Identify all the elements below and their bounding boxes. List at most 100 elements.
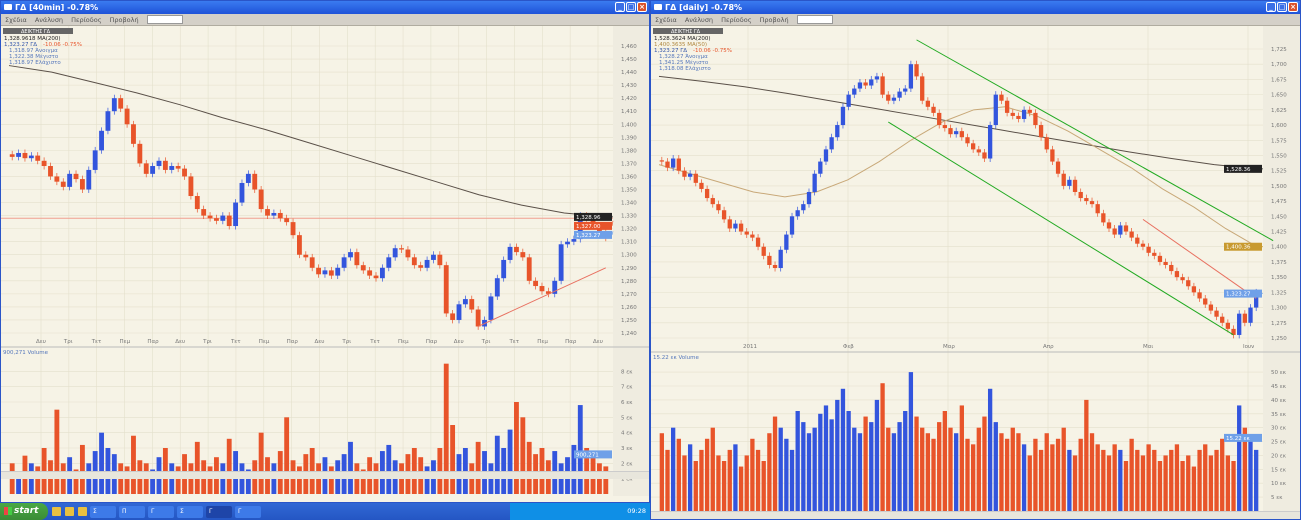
- candle-body: [520, 252, 526, 258]
- candle-body: [1095, 204, 1100, 214]
- candle-body: [903, 88, 908, 92]
- price-tick-label: 1,390: [621, 135, 637, 141]
- menu-period[interactable]: Περίοδος: [721, 15, 752, 24]
- volume-bar: [767, 433, 772, 511]
- candle-body: [1118, 225, 1123, 235]
- menu-period[interactable]: Περίοδος: [71, 15, 102, 24]
- time-axis-label: Τρι: [63, 339, 73, 345]
- candle-body: [1101, 213, 1106, 223]
- candle-body: [156, 160, 162, 167]
- minimize-button[interactable]: _: [1266, 2, 1276, 12]
- volume-bar: [999, 433, 1004, 511]
- volume-bar: [789, 449, 795, 511]
- candle-body: [526, 257, 532, 281]
- right-horizontal-scrollbar[interactable]: [651, 511, 1300, 519]
- volume-bar: [494, 435, 500, 494]
- volume-bar: [1033, 438, 1038, 511]
- volume-tick-label: 8 εκ: [621, 369, 633, 375]
- price-tick-label: 1,650: [1271, 93, 1287, 99]
- quicklaunch-icon[interactable]: [78, 507, 87, 516]
- price-tick-label: 1,400: [1271, 245, 1287, 251]
- legend-entry: 1,323.27 ΓΔ: [654, 48, 687, 54]
- volume-bar: [1180, 461, 1185, 511]
- time-axis-label: Δευ: [593, 339, 603, 345]
- candle-body: [1044, 137, 1049, 150]
- volume-bar: [1095, 444, 1100, 511]
- candle-body: [761, 246, 766, 256]
- volume-tick-label: 4 εκ: [621, 431, 633, 437]
- close-button[interactable]: ×: [1288, 2, 1298, 12]
- taskbar-item[interactable]: Σ: [177, 505, 203, 518]
- candle-body: [1010, 112, 1015, 116]
- menu-view[interactable]: Προβολή: [759, 15, 789, 24]
- legend-header: ΔΕΙΚΤΗΣ ΓΔ: [671, 29, 701, 35]
- symbol-search-input[interactable]: [796, 15, 833, 24]
- candle-body: [386, 257, 392, 268]
- volume-bar: [150, 469, 156, 494]
- taskbar-item[interactable]: Σ: [90, 505, 116, 518]
- legend-entry: 1,318.08 Ελάχιστο: [659, 65, 711, 72]
- candle-body: [309, 257, 315, 268]
- menu-analysis[interactable]: Ανάλυση: [34, 15, 64, 24]
- volume-tick-label: 25 εκ: [1271, 440, 1287, 446]
- candle-body: [1152, 252, 1157, 256]
- menu-view[interactable]: Προβολή: [109, 15, 139, 24]
- start-button[interactable]: start: [0, 503, 48, 520]
- volume-bar: [1203, 444, 1208, 511]
- candle-body: [175, 166, 181, 169]
- volume-bar: [925, 433, 931, 511]
- left-horizontal-scrollbar[interactable]: [1, 471, 649, 479]
- volume-bar: [993, 422, 998, 511]
- candle-body: [914, 64, 919, 77]
- time-axis-label: Δευ: [454, 339, 464, 345]
- volume-bar: [1084, 399, 1089, 511]
- volume-bar: [965, 438, 970, 511]
- candle-body: [925, 100, 931, 107]
- volume-bar: [1129, 438, 1134, 511]
- time-axis-label: Παρ: [147, 339, 159, 345]
- candle-body: [405, 249, 411, 258]
- volume-bar: [806, 433, 812, 511]
- candle-body: [1004, 100, 1010, 113]
- symbol-search-input[interactable]: [146, 15, 183, 24]
- menu-drawings[interactable]: Σχέδια: [5, 15, 27, 24]
- candle-body: [1231, 328, 1236, 335]
- maximize-button[interactable]: □: [626, 2, 636, 12]
- volume-tick-label: 10 εκ: [1271, 481, 1287, 487]
- menu-analysis[interactable]: Ανάλυση: [684, 15, 714, 24]
- minimize-button[interactable]: _: [615, 2, 625, 12]
- right-chart[interactable]: 1,725 1,700 1,675 1,650 1,625 1,600 1,575 1,550…: [651, 26, 1301, 513]
- volume-bar: [1248, 438, 1253, 511]
- close-button[interactable]: ×: [637, 2, 647, 12]
- candle-body: [354, 252, 360, 266]
- volume-bar: [812, 427, 817, 511]
- candle-body: [812, 173, 817, 192]
- time-axis-label: Τετ: [230, 339, 241, 345]
- menu-drawings[interactable]: Σχέδια: [655, 15, 677, 24]
- candle-body: [908, 64, 914, 89]
- left-chart[interactable]: 1,460 1,450 1,440 1,430 1,420 1,410 1,400 1,390…: [1, 26, 650, 496]
- trend-line: [477, 267, 607, 327]
- candle-body: [693, 173, 698, 183]
- volume-bar: [976, 427, 981, 511]
- price-marker: [574, 212, 612, 221]
- taskbar-item[interactable]: Γ: [206, 505, 232, 518]
- volume-bar: [124, 466, 130, 494]
- candle-body: [67, 173, 73, 187]
- taskbar-item[interactable]: Π: [119, 505, 145, 518]
- maximize-button[interactable]: □: [1277, 2, 1287, 12]
- candle-body: [891, 97, 897, 101]
- volume-tick-label: 6 εκ: [621, 400, 633, 406]
- volume-bar: [942, 411, 947, 511]
- quicklaunch-icon[interactable]: [52, 507, 61, 516]
- candle-body: [750, 234, 755, 238]
- price-tick-label: 1,675: [1271, 77, 1287, 83]
- volume-tick-label: 35 εκ: [1271, 412, 1287, 418]
- quicklaunch-icon[interactable]: [65, 507, 74, 516]
- legend-header: ΔΕΙΚΤΗΣ ΓΔ: [21, 29, 51, 35]
- taskbar-item[interactable]: Γ: [235, 505, 261, 518]
- volume-bar: [744, 455, 749, 511]
- time-axis-label: Παρ: [565, 339, 577, 345]
- taskbar-item[interactable]: Γ: [148, 505, 174, 518]
- candle-body: [699, 182, 704, 189]
